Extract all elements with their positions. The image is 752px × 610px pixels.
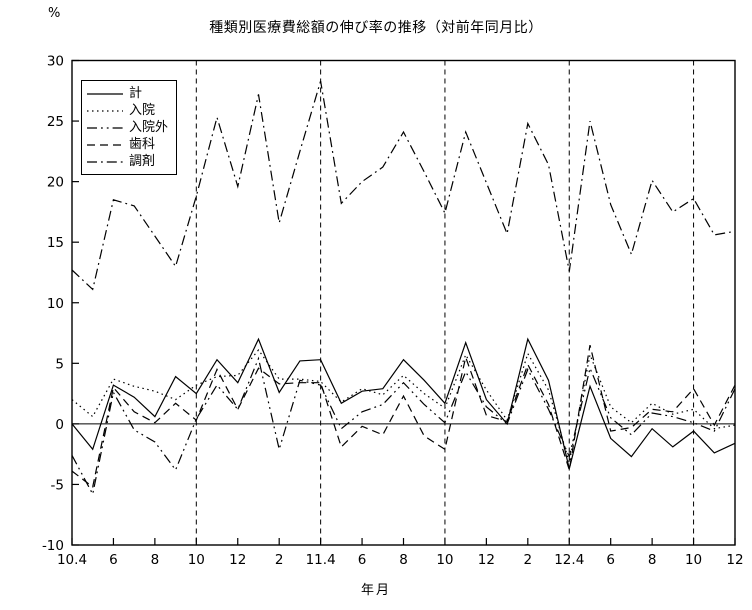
y-axis-tick-label: 25 [47,114,64,130]
legend-item-dental: 歯科 [86,136,172,153]
legend-item-outpatient: 入院外 [86,119,172,136]
legend-label-total: 計 [129,86,143,101]
y-axis-tick-label: -5 [51,477,64,493]
y-axis-tick-label: 10 [47,296,64,312]
y-axis-tick-label: -10 [42,538,64,554]
x-axis-tick-label: 10 [188,552,205,568]
series-line-total [71,337,736,469]
legend-line-sample-inpatient [87,109,123,112]
legend-label-pharmacy: 調剤 [129,154,156,169]
y-axis-tick-label: 15 [47,235,64,251]
legend-line-sample-dental [87,143,123,146]
x-axis-tick-label: 8 [399,552,408,568]
x-axis-tick-label: 12 [478,552,495,568]
series-line-dental [71,344,736,488]
y-axis-tick-label: 0 [55,417,64,433]
y-axis-tick-label: 20 [47,175,64,191]
legend-label-inpatient: 入院 [129,103,156,118]
x-axis-tick-label: 12 [229,552,246,568]
legend-label-dental: 歯科 [129,137,156,152]
x-axis-tick-label: 11.4 [306,552,336,568]
legend-item-total: 計 [86,85,172,102]
x-axis-tick-label: 12.4 [554,552,584,568]
x-axis-tick-label: 12 [726,552,743,568]
legend-item-pharmacy: 調剤 [86,153,172,170]
x-axis-tick-label: 10.4 [57,552,87,568]
legend-line-sample-pharmacy [87,160,123,163]
legend-label-outpatient: 入院外 [129,120,169,135]
series-line-pharmacy [71,80,736,291]
x-axis-tick-label: 10 [436,552,453,568]
x-axis-tick-label: 2 [275,552,284,568]
legend-item-inpatient: 入院 [86,102,172,119]
x-axis-title: 年月 [360,583,391,598]
chart-legend: 計入院入院外歯科調剤 [81,80,177,175]
x-axis-tick-label: 6 [109,552,118,568]
x-axis-tick-label: 8 [648,552,657,568]
legend-line-sample-outpatient [87,126,123,129]
x-axis-tick-label: 6 [358,552,367,568]
x-axis-tick-label: 8 [151,552,160,568]
x-axis-tick-label: 6 [606,552,615,568]
chart-title: 種類別医療費総額の伸び率の推移（対前年同月比） [209,20,543,36]
x-axis-tick-label: 2 [524,552,533,568]
y-axis-tick-label: 5 [55,356,64,372]
y-axis-unit-label: % [48,6,61,21]
x-axis-tick-label: 10 [685,552,702,568]
legend-line-sample-total [87,92,123,95]
series-line-inpatient [71,349,736,463]
series-line-outpatient [71,356,736,496]
y-axis-tick-label: 30 [47,54,64,70]
